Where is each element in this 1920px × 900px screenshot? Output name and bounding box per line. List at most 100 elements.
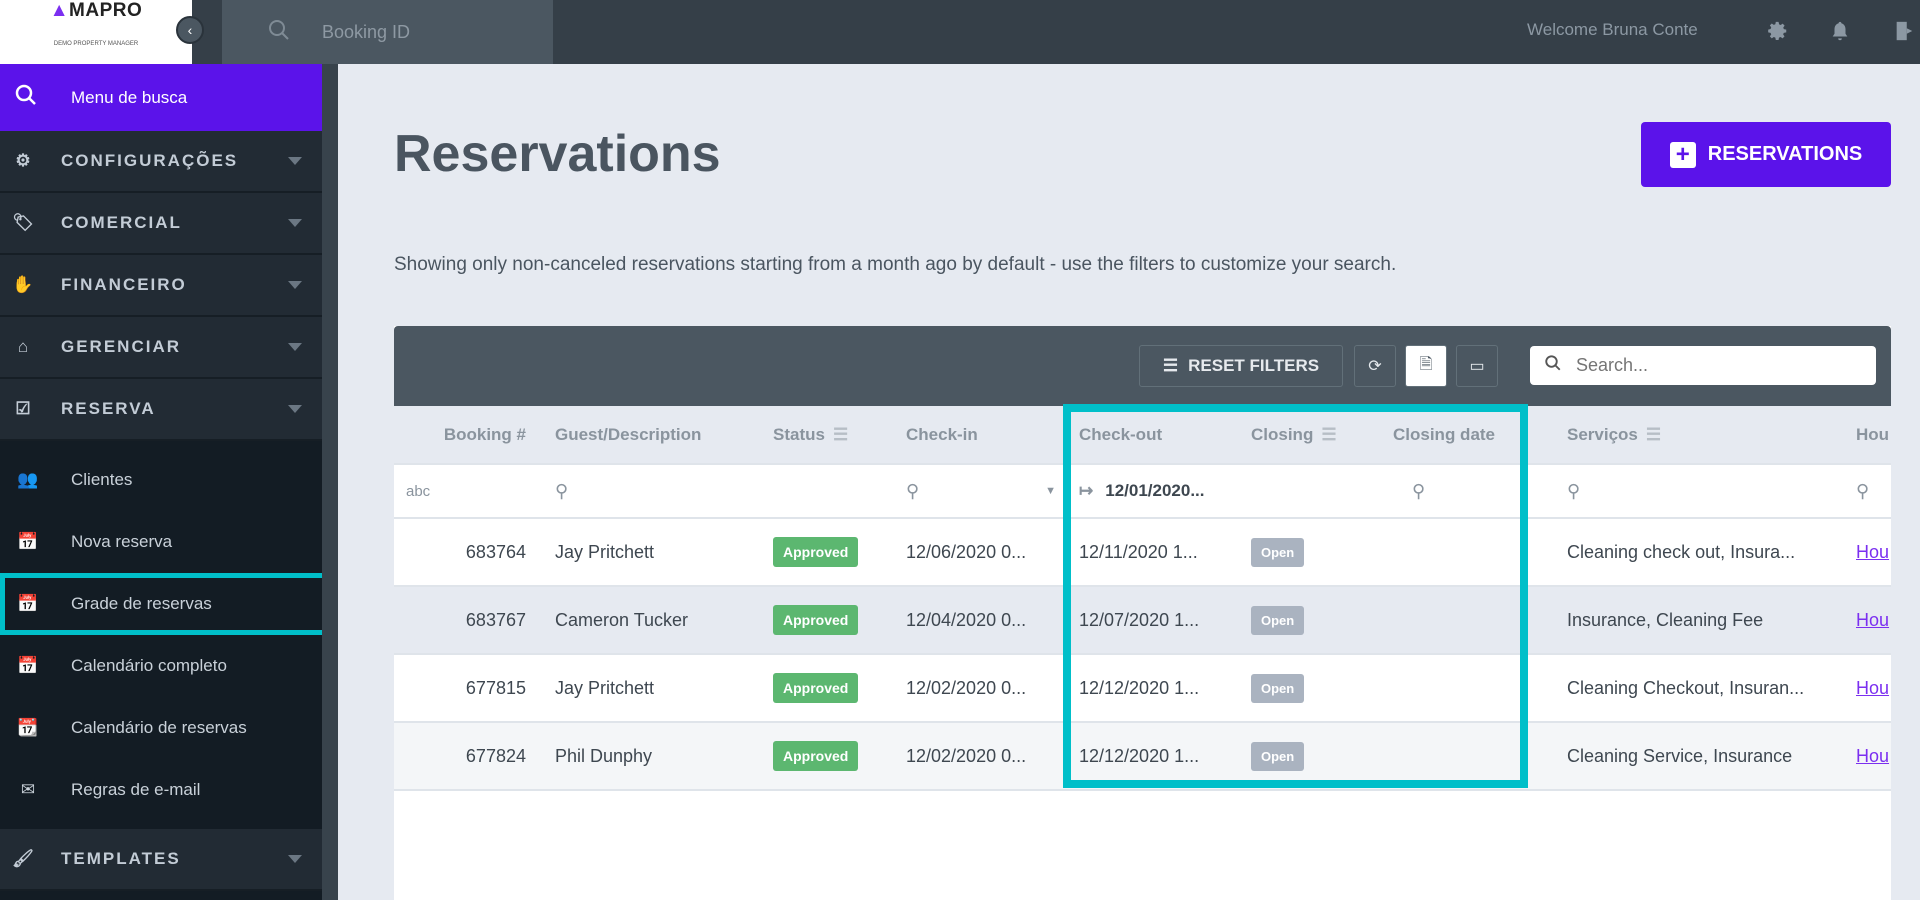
- house-filter-search-icon[interactable]: ⚲: [1856, 480, 1870, 501]
- refresh-icon: ⟳: [1368, 358, 1382, 375]
- filter-icon[interactable]: ☰: [832, 424, 849, 444]
- column-header-checkout[interactable]: Check-out: [1079, 424, 1163, 444]
- calendar-icon: 📆: [17, 718, 39, 737]
- filter-icon: ☰: [1162, 356, 1179, 375]
- calendar-search-icon: 📅: [17, 594, 39, 613]
- column-chooser-button[interactable]: ▭: [1456, 345, 1498, 387]
- calendar-check-icon: ☑: [15, 399, 33, 418]
- house-gear-icon: ⌂: [17, 337, 31, 356]
- add-reservation-button[interactable]: + RESERVATIONS: [1641, 122, 1891, 187]
- chevron-down-icon: [288, 157, 302, 165]
- column-header-house[interactable]: Hou: [1856, 424, 1890, 444]
- sidebar-item-grade-de-reservas[interactable]: 📅 Grade de reservas: [0, 573, 334, 635]
- table-row[interactable]: 677824 Phil Dunphy Approved 12/02/2020 0…: [394, 723, 1891, 791]
- sidebar-item-clientes[interactable]: 👥 Clientes: [0, 449, 322, 511]
- chevron-down-icon: [288, 405, 302, 413]
- checkin-date: 12/02/2020 0...: [906, 677, 1027, 698]
- sidebar-section-gerenciar[interactable]: ⌂ GERENCIAR: [0, 317, 322, 379]
- filter-icon[interactable]: ☰: [1321, 424, 1337, 444]
- chevron-down-icon: ▼: [1045, 485, 1056, 497]
- house-link[interactable]: Hou: [1856, 745, 1890, 766]
- refresh-button[interactable]: ⟳: [1354, 345, 1396, 387]
- guest-name: Jay Pritchett: [555, 541, 655, 562]
- sidebar-scrollbar[interactable]: [322, 64, 338, 900]
- closing-badge: Open: [1251, 587, 1305, 653]
- guest-name: Jay Pritchett: [555, 677, 655, 698]
- column-header-servicos[interactable]: Serviços ☰: [1567, 424, 1662, 444]
- booking-filter-mode[interactable]: abc: [406, 482, 431, 500]
- guest-filter-search-icon[interactable]: ⚲: [555, 480, 569, 501]
- booking-number: 683764: [465, 541, 526, 562]
- filter-row: abc ⚲ ⚲ ▼ ↦ 12/01/2020... ⚲ ⚲ ⚲: [394, 465, 1891, 519]
- checkout-date: 12/12/2020 1...: [1079, 745, 1200, 766]
- status-badge: Approved: [773, 519, 859, 585]
- closing-badge: Open: [1251, 723, 1305, 789]
- tag-icon: 🏷: [12, 213, 36, 232]
- chevron-down-icon: [288, 281, 302, 289]
- table-row[interactable]: 683767 Cameron Tucker Approved 12/04/202…: [394, 587, 1891, 655]
- checkin-date: 12/04/2020 0...: [906, 609, 1027, 630]
- checkout-date: 12/12/2020 1...: [1079, 677, 1200, 698]
- table-search: [1530, 346, 1876, 385]
- logout-icon[interactable]: [1893, 20, 1915, 42]
- export-excel-button[interactable]: 🗎: [1405, 345, 1447, 387]
- file-excel-icon: 🗎: [1419, 355, 1433, 373]
- reservations-table: ☰RESET FILTERS ⟳ 🗎 ▭ Booking # Guest/Des…: [394, 326, 1891, 900]
- chevron-down-icon: [288, 219, 302, 227]
- plus-icon: +: [1669, 141, 1696, 168]
- brush-icon: 🖌: [12, 849, 36, 868]
- sidebar-section-reserva[interactable]: ☑ RESERVA: [0, 379, 322, 441]
- top-bar: ▲MAPRO DEMO PROPERTY MANAGER ‹ Welcome B…: [0, 0, 1920, 64]
- checkout-filter[interactable]: ↦ 12/01/2020...: [1079, 481, 1205, 500]
- bell-icon[interactable]: [1829, 20, 1851, 42]
- booking-search: [222, 0, 553, 64]
- search-icon: ⚲: [906, 480, 920, 501]
- table-row[interactable]: 677815 Jay Pritchett Approved 12/02/2020…: [394, 655, 1891, 723]
- closing-badge: Open: [1251, 655, 1305, 721]
- house-link[interactable]: Hou: [1856, 609, 1890, 630]
- checkin-date: 12/02/2020 0...: [906, 745, 1027, 766]
- logo[interactable]: ▲MAPRO DEMO PROPERTY MANAGER: [0, 0, 192, 64]
- sidebar-item-calendario-completo[interactable]: 📅 Calendário completo: [0, 635, 322, 697]
- sidebar-section-templates[interactable]: 🖌 TEMPLATES: [0, 829, 322, 891]
- collapse-sidebar-button[interactable]: ‹: [176, 16, 204, 44]
- sidebar-item-regras-de-email[interactable]: ✉ Regras de e-mail: [0, 759, 322, 821]
- house-link[interactable]: Hou: [1856, 677, 1890, 698]
- reset-filters-button[interactable]: ☰ RESET FILTERS: [1139, 345, 1343, 387]
- sidebar-section-comercial[interactable]: 🏷 COMERCIAL: [0, 193, 322, 255]
- search-icon: [1544, 354, 1562, 377]
- sidebar-item-calendario-de-reservas[interactable]: 📆 Calendário de reservas: [0, 697, 322, 759]
- checkin-filter[interactable]: ⚲ ▼: [906, 465, 1056, 517]
- guest-name: Phil Dunphy: [555, 745, 653, 766]
- chevron-down-icon: [288, 855, 302, 863]
- closing-date-filter-search-icon[interactable]: ⚲: [1412, 480, 1426, 501]
- column-header-closing-date[interactable]: Closing date: [1393, 424, 1496, 444]
- calendar-search-icon: 📅: [17, 656, 39, 675]
- sidebar-search-menu[interactable]: Menu de busca: [0, 64, 322, 131]
- guest-name: Cameron Tucker: [555, 609, 689, 630]
- filter-icon[interactable]: ☰: [1645, 424, 1662, 444]
- column-header-guest[interactable]: Guest/Description: [555, 424, 702, 444]
- column-header-booking[interactable]: Booking #: [443, 424, 526, 444]
- column-header-status[interactable]: Status ☰: [773, 424, 849, 444]
- hand-coins-icon: ✋: [12, 275, 36, 294]
- sidebar: Menu de busca ⚙ CONFIGURAÇÕES 🏷 COMERCIAL …: [0, 64, 334, 900]
- column-header-closing[interactable]: Closing ☰: [1251, 424, 1337, 444]
- table-search-input[interactable]: [1576, 355, 1856, 376]
- chevron-down-icon: [288, 343, 302, 351]
- gear-icon[interactable]: [1767, 20, 1789, 42]
- range-icon: ↦: [1079, 481, 1094, 500]
- table-row[interactable]: 683764 Jay Pritchett Approved 12/06/2020…: [394, 519, 1891, 587]
- table-toolbar: ☰ RESET FILTERS ⟳ 🗎 ▭: [394, 326, 1891, 406]
- services: Cleaning Service, Insurance: [1567, 745, 1793, 766]
- columns-icon: ▭: [1469, 358, 1485, 375]
- sidebar-item-nova-reserva[interactable]: 📅 Nova reserva: [0, 511, 322, 573]
- sidebar-section-financeiro[interactable]: ✋ FINANCEIRO: [0, 255, 322, 317]
- booking-number: 677824: [465, 745, 526, 766]
- house-link[interactable]: Hou: [1856, 541, 1890, 562]
- sidebar-section-configuracoes[interactable]: ⚙ CONFIGURAÇÕES: [0, 131, 322, 193]
- column-header-checkin[interactable]: Check-in: [906, 424, 978, 444]
- booking-id-input[interactable]: [322, 21, 522, 43]
- welcome-text: Welcome Bruna Conte: [1527, 20, 1698, 39]
- servicos-filter-search-icon[interactable]: ⚲: [1567, 480, 1581, 501]
